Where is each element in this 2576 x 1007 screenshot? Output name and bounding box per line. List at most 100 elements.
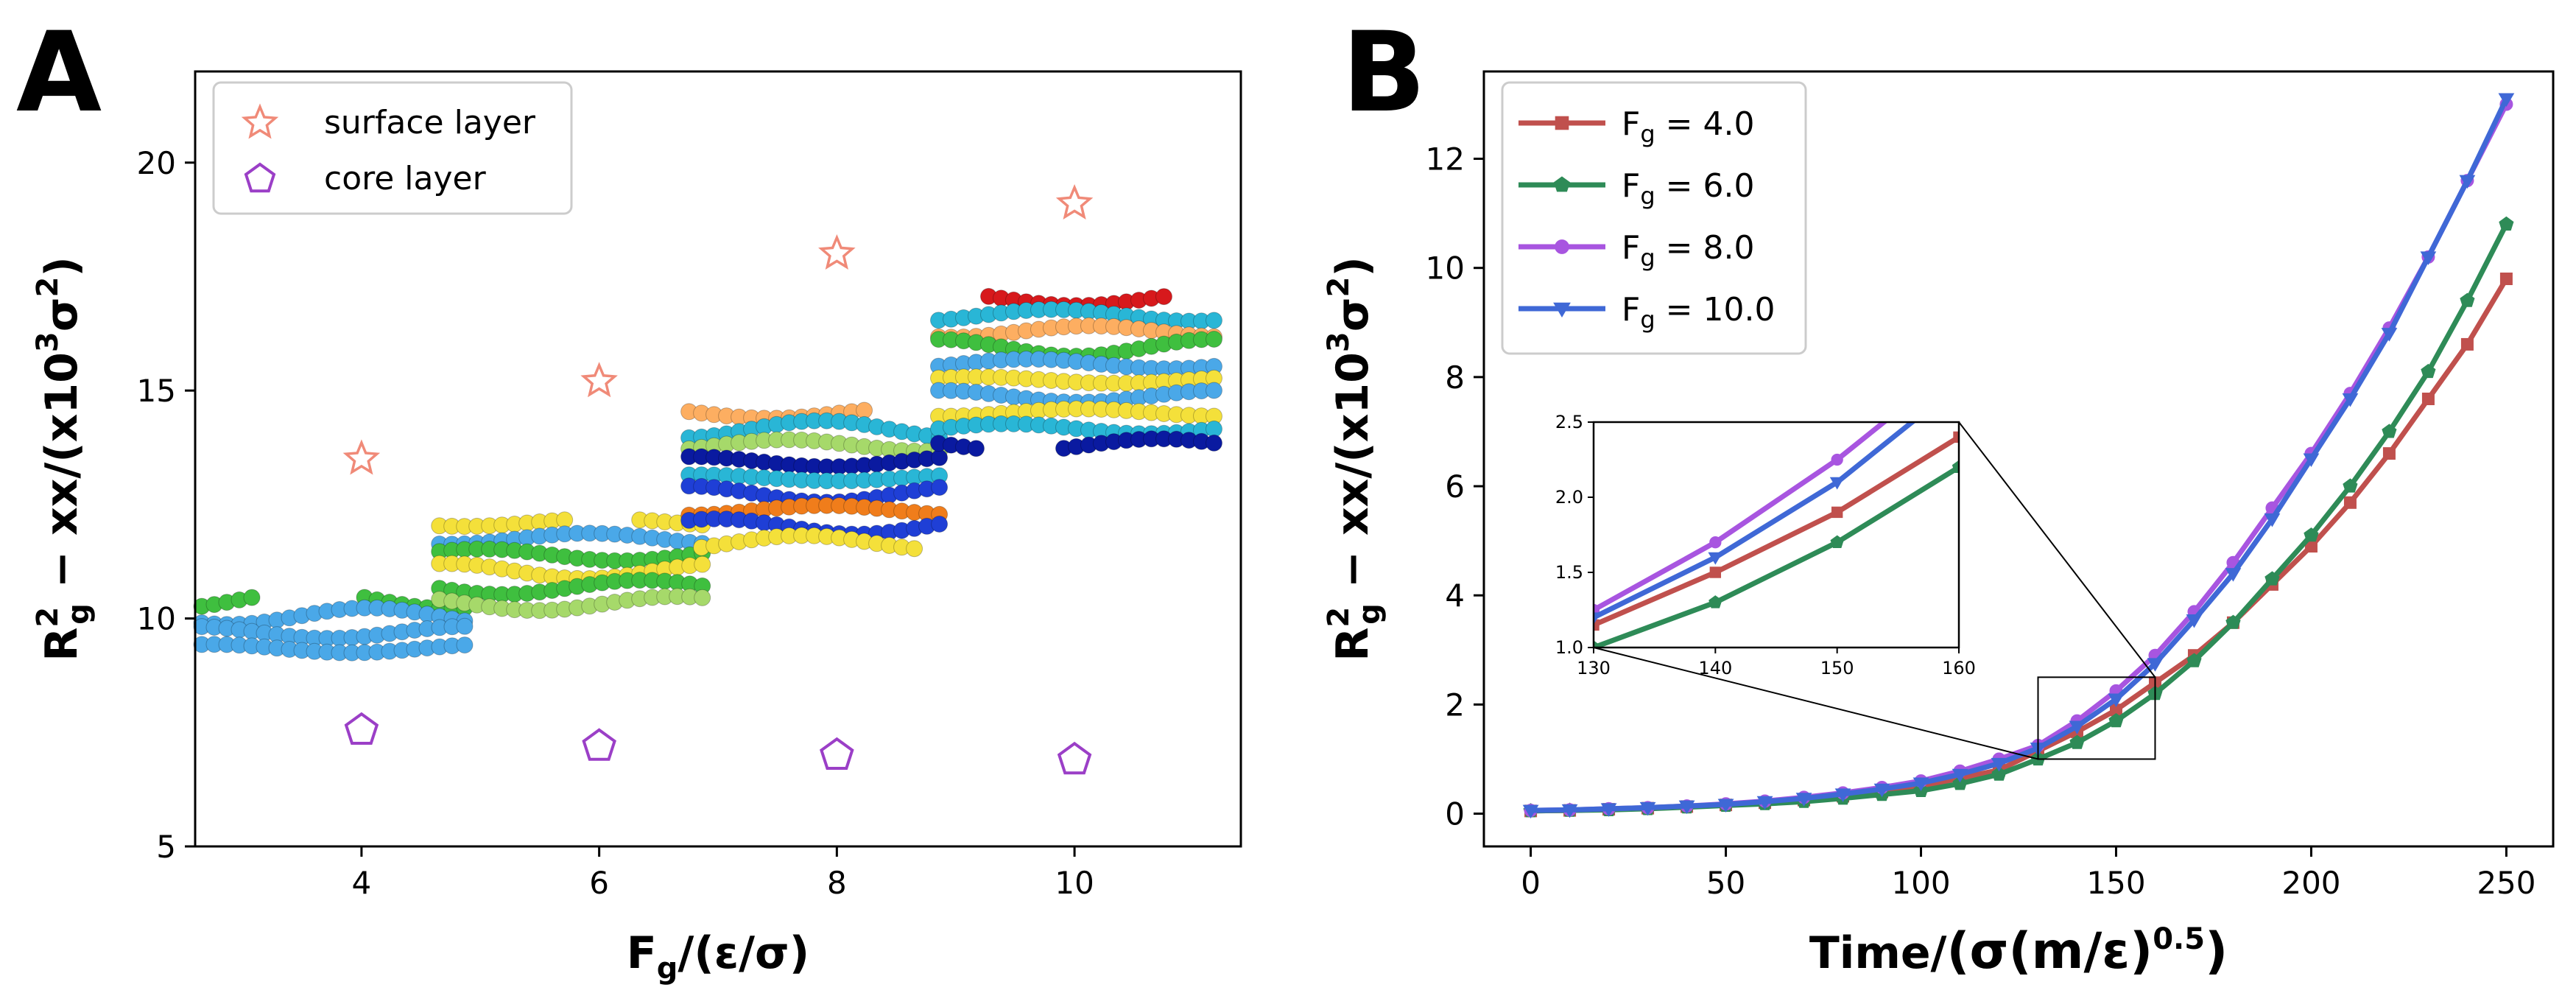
- series-point: [2499, 216, 2514, 231]
- bead: [1155, 288, 1172, 306]
- snapshot-block: [431, 511, 711, 620]
- legend-fg4-label: Fg = 4.0: [1622, 105, 1754, 148]
- bead: [243, 589, 261, 606]
- series-point: [1991, 766, 2007, 781]
- series-point: [2264, 571, 2280, 586]
- series-point: [1952, 776, 1968, 790]
- core-layer-point: [1057, 741, 1092, 775]
- inset-series-point: [1708, 552, 1723, 565]
- series-point: [1600, 803, 1617, 817]
- x-tick-label: 10: [1055, 865, 1094, 901]
- inset-frame-bg: [1594, 422, 1959, 648]
- legend-star-icon: [241, 103, 279, 139]
- series-point: [2108, 712, 2124, 728]
- snapshot-block: [680, 401, 949, 558]
- bead: [1206, 312, 1222, 329]
- bead: [1206, 382, 1222, 399]
- series-point: [2382, 424, 2397, 438]
- inset-frame: [1592, 421, 1960, 649]
- series-point: [2264, 513, 2281, 527]
- inset-series-point: [1953, 431, 1959, 443]
- core-layer-point: [582, 728, 616, 761]
- inset-y-tick-label: 2.0: [1555, 487, 1583, 508]
- panel-a-y-ticks: 5 10 15 20: [137, 145, 195, 865]
- series-point: [2186, 653, 2202, 667]
- inset-y-tick-label: 1.0: [1555, 637, 1583, 658]
- bead: [694, 555, 711, 573]
- core-layer-point: [344, 712, 379, 745]
- series-point: [1639, 801, 1656, 816]
- series-point: [1834, 788, 1851, 802]
- inset-y-tick-label: 2.5: [1555, 412, 1583, 432]
- zoom-connector-bottom: [1593, 647, 2038, 760]
- series-point: [2460, 292, 2475, 307]
- series-point: [1756, 796, 1773, 810]
- legend-fg10-label: Fg = 10.0: [1622, 291, 1775, 334]
- series-point: [2499, 273, 2513, 286]
- series-point: [2108, 693, 2125, 707]
- series-point: [1873, 783, 1890, 798]
- x-tick-label: 50: [1706, 865, 1745, 901]
- series-point: [2069, 720, 2086, 735]
- inset-series-point: [1829, 477, 1845, 490]
- bead: [968, 440, 985, 457]
- inset-series-point: [1709, 536, 1722, 549]
- panel-a-x-label: Fg/(ε/σ): [627, 927, 809, 986]
- series-point: [2069, 734, 2085, 749]
- legend-surface-marker: [241, 103, 279, 139]
- bead: [456, 617, 474, 635]
- panel-a-markers: [342, 183, 1094, 775]
- bead: [931, 516, 949, 533]
- panel-b-x-label: Time/(σ(m/ε)0.5): [1809, 922, 2228, 980]
- surface-layer-point: [342, 439, 381, 475]
- y-tick-label: 2: [1445, 687, 1465, 723]
- series-line: [1530, 97, 2509, 813]
- inset-series-point: [1831, 453, 1843, 466]
- snapshot-block: [930, 287, 1222, 457]
- inset-x-ticks: 130 140 150 160: [1577, 648, 1976, 678]
- x-tick-label: 0: [1521, 865, 1541, 901]
- panel-a-x-ticks: 4 6 8 10: [352, 846, 1094, 901]
- legend-core-label: core layer: [324, 160, 487, 197]
- bead: [1206, 331, 1222, 348]
- inset-lines: [1594, 380, 1966, 648]
- inset-series-point: [1830, 535, 1844, 548]
- core-layer-point: [820, 737, 854, 770]
- panel-a-y-label: R2g − xx/(x103σ2): [31, 256, 96, 662]
- zoom-region-box: [2037, 676, 2156, 760]
- y-tick-label: 15: [137, 373, 176, 409]
- panel-a-legend-box: [212, 81, 573, 215]
- x-tick-label: 6: [589, 865, 609, 901]
- y-tick-label: 20: [137, 145, 176, 181]
- series-point: [1795, 793, 1812, 807]
- bead: [931, 449, 949, 466]
- inset-series-point: [1594, 640, 1601, 648]
- series-point: [1991, 757, 2007, 772]
- panel-b-axes-frame: [1482, 70, 2555, 848]
- x-tick-label: 4: [352, 865, 372, 901]
- y-tick-label: 10: [137, 601, 176, 637]
- series-point: [2498, 93, 2515, 108]
- snapshot-block: [193, 589, 474, 662]
- series-point: [2381, 328, 2398, 342]
- legend-marker-icon: [1553, 302, 1571, 317]
- inset-x-tick-label: 130: [1577, 658, 1611, 678]
- legend-fg6-label: Fg = 6.0: [1622, 167, 1754, 210]
- series-point: [2343, 478, 2358, 493]
- panel-a-legend: surface layer core layer: [212, 81, 573, 215]
- inset-series-point: [1831, 506, 1843, 519]
- series-point: [2342, 393, 2359, 407]
- x-tick-label: 250: [2477, 865, 2535, 901]
- series-point: [1678, 800, 1695, 815]
- inset-series-point: [1952, 380, 1966, 391]
- bead: [856, 401, 873, 419]
- x-tick-label: 8: [827, 865, 847, 901]
- surface-layer-point: [818, 234, 856, 270]
- inset-series-point: [1594, 612, 1601, 625]
- series-point: [2421, 363, 2436, 379]
- series-point: [1717, 799, 1734, 813]
- panel-b: B 0 50 100 150 200 250 0 2 4 6 8 10 12 130 140 150 160…: [1322, 9, 2555, 980]
- legend-fg8-label: Fg = 8.0: [1622, 229, 1754, 272]
- inset-x-tick-label: 160: [1942, 658, 1976, 678]
